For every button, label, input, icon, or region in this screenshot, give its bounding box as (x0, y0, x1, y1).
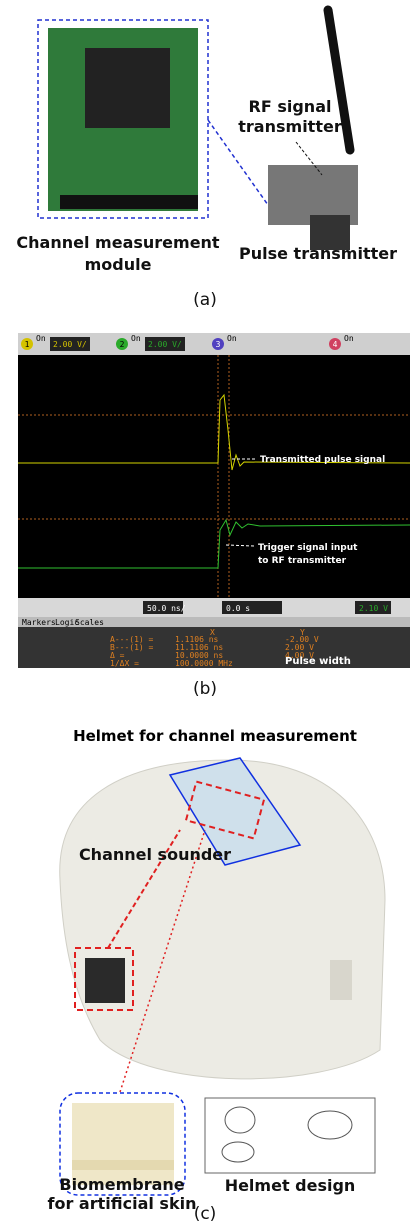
module-label-line: module (85, 255, 152, 274)
ch1-scale: 2.00 V/ (53, 340, 87, 349)
delay: 0.0 s (226, 604, 250, 613)
ch2-state: On (131, 334, 141, 343)
timebase: 50.0 ns/ (147, 604, 186, 613)
tab: Markers (22, 618, 56, 627)
ch4-number: 4 (333, 340, 338, 349)
trigger-line: Trigger signal input (258, 543, 358, 553)
scope-screen (18, 355, 410, 598)
scope-controls (18, 598, 410, 617)
node-device (85, 958, 125, 1003)
panel-title: Helmet for channel measurement (73, 727, 357, 745)
ch3-number: 3 (216, 340, 221, 349)
figure: RF signaltransmitter Channel measurement… (0, 0, 410, 1223)
module-label-line: Channel measurement (16, 233, 220, 252)
width-annotation: Pulse width (285, 656, 351, 667)
ch1-number: 1 (25, 340, 30, 349)
module-label: Channel measurement module (16, 233, 220, 274)
helmet-slot (330, 960, 352, 1000)
ch1-state: On (36, 334, 46, 343)
tab: Scales (75, 618, 104, 627)
design-label: Helmet design (225, 1176, 356, 1195)
ch2-number: 2 (120, 340, 125, 349)
chip (85, 48, 170, 128)
panel-b: 1 On 2.00 V/ 2 On 2.00 V/ 3 On 4 On Tran… (18, 333, 410, 699)
readout: 100.0000 MHz (175, 659, 233, 668)
panel-c: Helmet for channel measurement Channel s… (48, 727, 385, 1223)
ch2-scale: 2.00 V/ (148, 340, 182, 349)
ch3-state: On (227, 334, 237, 343)
design-drawing (205, 1098, 375, 1173)
caption: (a) (193, 290, 217, 310)
caption: (c) (194, 1204, 217, 1223)
trigger-level: 2.10 V (359, 604, 388, 613)
skin-label-line: Biomembrane (59, 1175, 184, 1194)
caption: (b) (193, 679, 217, 699)
pulse-annotation: Transmitted pulse signal (260, 455, 385, 465)
rf-label-line: transmitter (238, 117, 342, 136)
connector (60, 195, 198, 209)
skin-photo (72, 1103, 174, 1185)
rf-label-line: RF signal (249, 97, 332, 116)
readout: 1/ΔX = (110, 659, 139, 668)
ch4-state: On (344, 334, 354, 343)
transmitter-label: Pulse transmitter (239, 244, 397, 263)
skin-edge (72, 1160, 174, 1170)
trigger-line: to RF transmitter (258, 556, 347, 566)
skin-label-line: for artificial skin (48, 1194, 197, 1213)
sounder-label: Channel sounder (79, 845, 231, 864)
